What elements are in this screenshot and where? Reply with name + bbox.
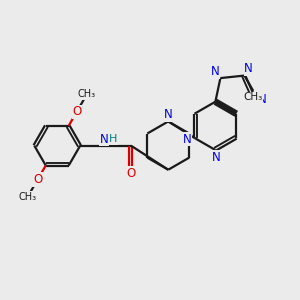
Text: N: N: [212, 151, 220, 164]
Text: CH₃: CH₃: [19, 192, 37, 202]
Text: N: N: [211, 65, 219, 79]
Text: N: N: [258, 93, 267, 106]
Text: CH₃: CH₃: [78, 89, 96, 99]
Text: CH₃: CH₃: [244, 92, 263, 102]
Text: N: N: [183, 133, 191, 146]
Text: H: H: [109, 134, 117, 144]
Text: N: N: [164, 109, 172, 122]
Text: O: O: [72, 105, 82, 118]
Text: O: O: [33, 173, 42, 186]
Text: N: N: [244, 62, 253, 75]
Text: O: O: [126, 167, 136, 180]
Text: N: N: [100, 133, 108, 146]
